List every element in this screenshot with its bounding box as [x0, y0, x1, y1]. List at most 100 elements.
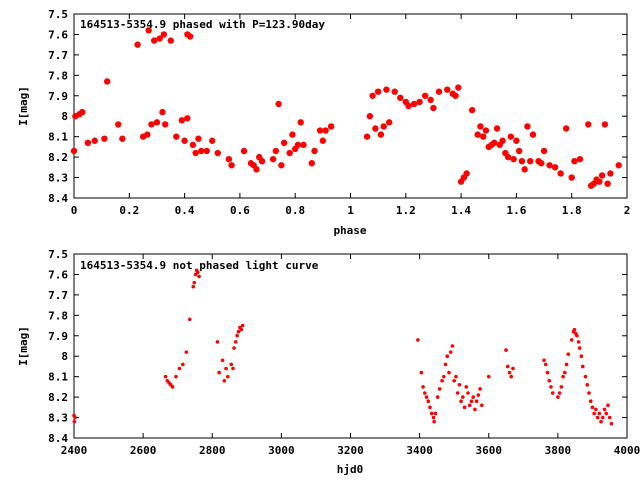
data-point	[391, 88, 398, 95]
data-point	[455, 84, 462, 91]
data-point	[491, 139, 498, 146]
data-point	[377, 131, 385, 138]
data-point	[452, 92, 459, 99]
chart-title: 164513-5354.9 not phased light curve	[80, 259, 319, 272]
data-point	[562, 125, 570, 132]
y-tick-label: 8	[61, 110, 68, 123]
x-tick-label: 2600	[130, 444, 157, 457]
data-point	[604, 180, 611, 187]
data-point	[576, 155, 584, 163]
data-point	[527, 158, 534, 165]
data-point	[253, 166, 260, 173]
data-point	[467, 403, 472, 408]
data-point	[167, 37, 174, 44]
data-point	[272, 147, 280, 155]
data-point	[431, 415, 436, 420]
data-point	[569, 338, 574, 342]
data-point	[427, 96, 434, 104]
y-tick-label: 8.2	[48, 391, 68, 404]
data-point	[115, 121, 122, 128]
data-point	[294, 141, 302, 149]
data-point	[416, 338, 420, 342]
data-point	[504, 348, 508, 352]
data-point	[70, 147, 78, 155]
data-point	[476, 393, 481, 397]
x-tick-label: 0.6	[230, 204, 250, 217]
data-point	[269, 155, 277, 163]
data-points	[72, 268, 614, 426]
data-point	[181, 362, 185, 367]
x-axis-label: phase	[333, 224, 366, 237]
data-point	[511, 366, 515, 371]
data-point	[468, 106, 476, 114]
data-point	[192, 149, 199, 157]
data-point	[477, 123, 484, 130]
data-point	[566, 352, 571, 356]
data-point	[606, 403, 610, 408]
data-point	[510, 155, 517, 163]
data-point	[482, 127, 490, 134]
data-point	[615, 162, 622, 169]
data-point	[214, 149, 221, 157]
data-point	[457, 383, 462, 387]
data-point	[229, 362, 234, 367]
data-point	[590, 405, 595, 410]
data-point	[209, 137, 216, 144]
data-point	[454, 374, 458, 379]
y-tick-label: 8.1	[48, 371, 68, 384]
data-point	[572, 327, 577, 332]
x-tick-label: 4000	[614, 444, 640, 457]
data-point	[557, 170, 564, 177]
data-point	[424, 395, 429, 399]
x-axis-label: hjd0	[337, 463, 364, 476]
data-point	[308, 160, 315, 167]
data-point	[473, 407, 477, 412]
data-point	[568, 174, 575, 181]
y-tick-label: 8.4	[48, 432, 68, 445]
data-point	[499, 137, 506, 144]
data-point	[609, 421, 614, 426]
data-point	[215, 340, 220, 344]
data-point	[103, 78, 111, 85]
data-point	[445, 354, 450, 359]
data-point	[471, 395, 475, 399]
data-point	[440, 378, 444, 383]
data-point	[543, 362, 548, 367]
data-point	[513, 137, 520, 144]
data-point	[583, 374, 588, 379]
data-point	[397, 94, 404, 102]
data-point	[79, 108, 86, 116]
data-point	[374, 88, 382, 95]
data-point	[587, 391, 591, 395]
data-point	[443, 362, 448, 367]
data-point	[416, 98, 423, 106]
data-point	[144, 131, 151, 138]
data-point	[559, 385, 564, 389]
data-point	[197, 147, 205, 155]
data-point	[72, 419, 77, 424]
data-point	[405, 102, 412, 110]
data-point	[447, 370, 451, 375]
data-point	[435, 88, 443, 95]
data-point	[327, 123, 335, 130]
data-point	[585, 121, 592, 128]
data-point	[101, 135, 108, 142]
y-axis-label: I[mag]	[17, 86, 30, 126]
data-point	[222, 378, 227, 383]
data-point	[187, 317, 192, 322]
data-point	[235, 333, 239, 338]
data-point	[316, 127, 324, 134]
data-point	[191, 284, 196, 289]
data-point	[162, 121, 169, 128]
data-point	[595, 415, 600, 420]
data-point	[433, 411, 438, 416]
data-point	[181, 137, 188, 144]
data-point	[601, 415, 605, 420]
data-point	[233, 340, 238, 344]
data-point	[275, 100, 282, 108]
data-point	[437, 387, 442, 391]
data-point	[286, 149, 293, 157]
data-point	[311, 147, 318, 155]
data-point	[607, 415, 612, 420]
